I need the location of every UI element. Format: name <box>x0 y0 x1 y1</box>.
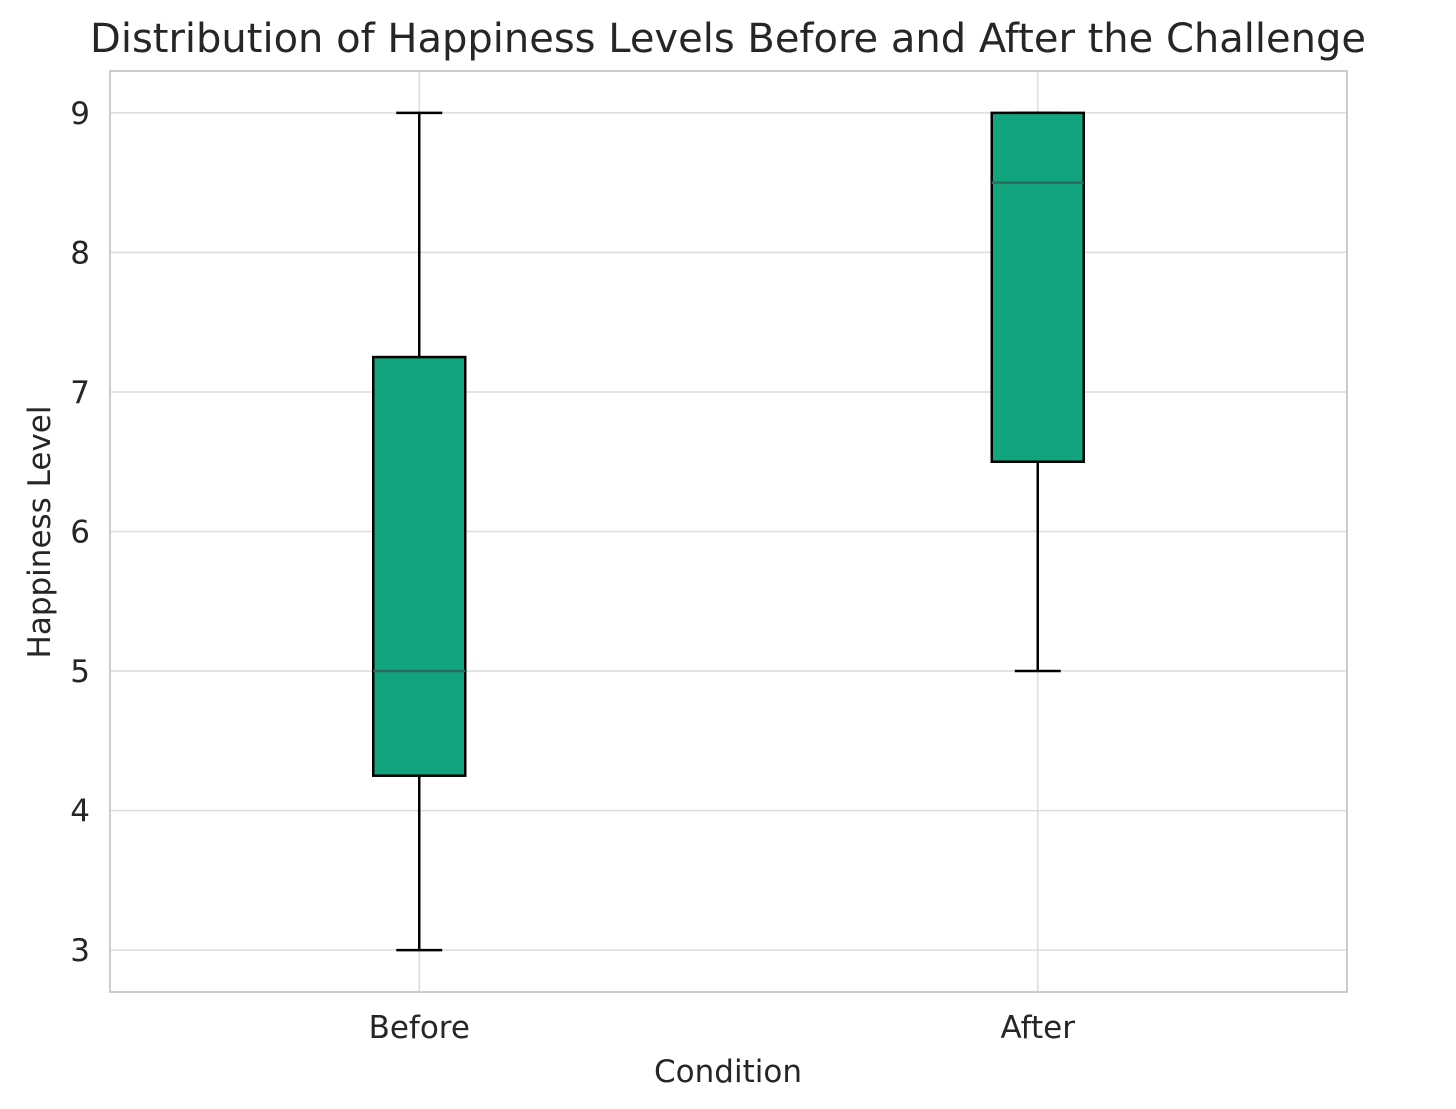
box-after <box>990 111 1085 673</box>
y-tick-label: 5 <box>70 654 90 690</box>
y-tick-labels: 3 4 5 6 7 8 9 <box>70 96 90 969</box>
box-before <box>372 111 467 952</box>
grid-lines <box>110 71 1347 992</box>
iqr-box <box>372 355 467 777</box>
plot-frame <box>109 70 1348 993</box>
x-axis-label: Condition <box>654 1054 802 1090</box>
x-tick-labels: Before After <box>369 1010 1076 1046</box>
y-tick-label: 4 <box>70 794 90 830</box>
y-tick-label: 8 <box>70 235 90 271</box>
y-axis-label: Happiness Level <box>22 406 58 659</box>
iqr-box <box>990 111 1085 463</box>
y-tick-label: 9 <box>70 96 90 132</box>
chart-title: Distribution of Happiness Levels Before … <box>90 16 1366 62</box>
x-tick-label: After <box>1001 1010 1076 1046</box>
y-tick-label: 3 <box>70 933 90 969</box>
x-tick-label: Before <box>369 1010 470 1046</box>
y-tick-label: 7 <box>70 375 90 411</box>
y-tick-label: 6 <box>70 515 90 551</box>
boxes-layer <box>372 111 1085 952</box>
